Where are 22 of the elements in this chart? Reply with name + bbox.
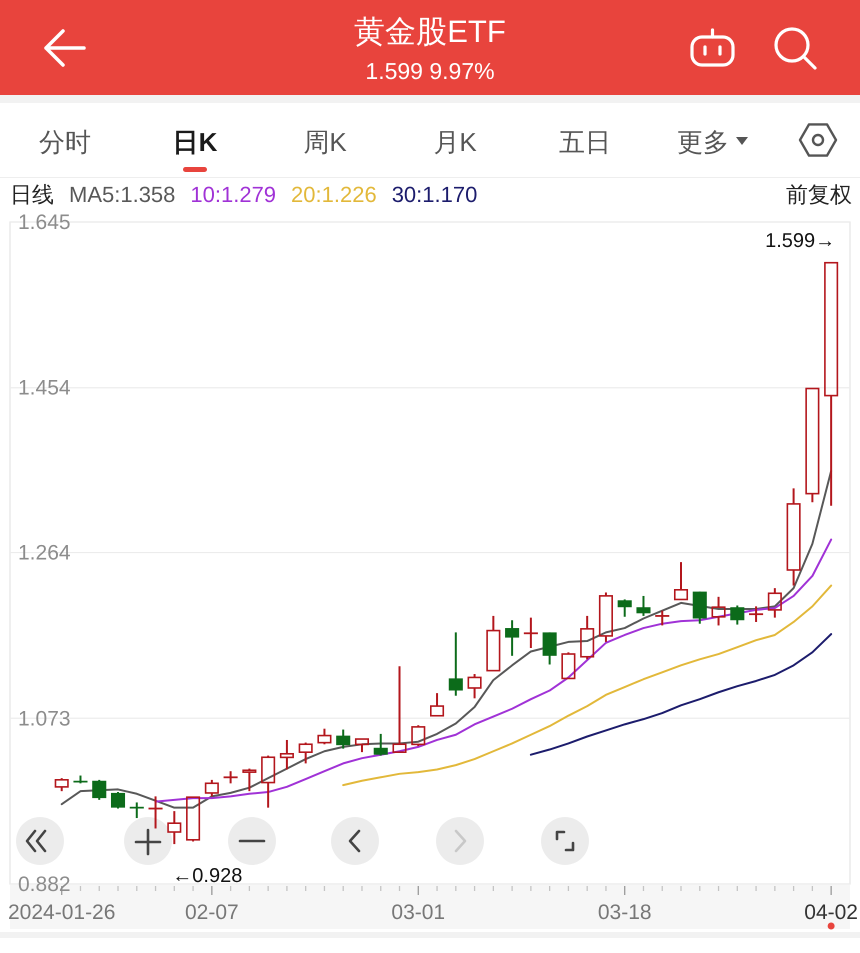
- ytick-label: 1.454: [18, 376, 71, 400]
- xtick-label: 03-01: [391, 901, 446, 924]
- ytick-label: 1.645: [18, 211, 71, 234]
- tab-label: 更多: [677, 127, 729, 157]
- ytick-label: 1.073: [18, 707, 71, 730]
- xtick-label: 03-18: [598, 901, 652, 924]
- subtitle: 1.599 9.97%: [365, 58, 495, 84]
- legend: 日线 MA5:1.358 10:1.279 20:1.226 30:1.170: [10, 182, 478, 207]
- title: 黄金股ETF: [354, 14, 506, 49]
- xtick-label: 02-07: [184, 901, 239, 924]
- tab-label-selected: 日K: [172, 127, 218, 157]
- tab-label: 月K: [433, 127, 477, 157]
- tab-label: 五日: [559, 127, 611, 157]
- xtick-label: 2024-01-26: [8, 901, 116, 924]
- ytick-label: 1.264: [18, 542, 71, 565]
- annotation: ←0.928: [172, 865, 242, 888]
- corner-note: 前复权: [786, 182, 852, 207]
- annotation: 1.599→: [765, 230, 836, 252]
- ytick-label: 0.882: [18, 873, 71, 896]
- tab-label: 分时: [39, 127, 91, 157]
- tab-label: 周K: [303, 127, 347, 157]
- xtick-label: 04-02: [804, 901, 858, 924]
